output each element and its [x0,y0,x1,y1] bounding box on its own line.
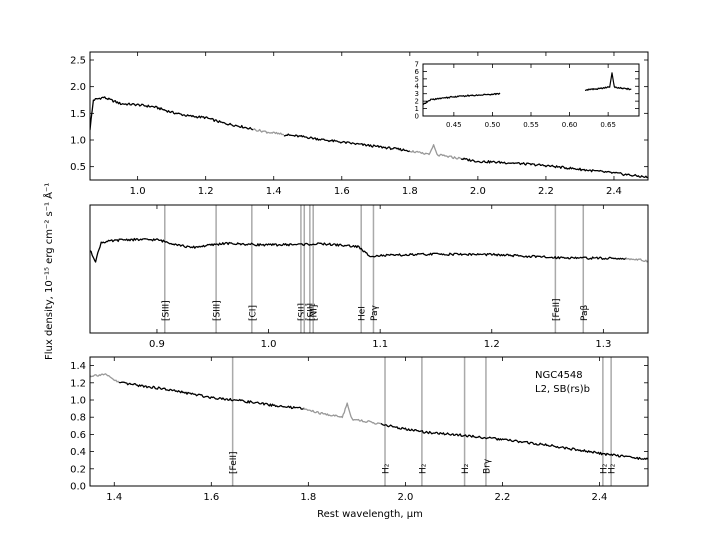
panel-bottom-spectrum [90,373,120,384]
panel-top-ytick-label: 1.0 [70,136,86,147]
panel-middle-xtick-label: 1.0 [261,339,277,350]
panel-bottom-line-label: H₂ [461,463,471,474]
y-axis-label: Flux density, 10⁻¹⁵ erg cm⁻² s⁻¹ Å⁻¹ [42,183,55,360]
panel-bottom-ytick-label: 1.0 [70,396,86,407]
inset-ytick-label: 6 [415,68,420,76]
inset-background [423,64,639,116]
panel-middle-xtick-label: 0.9 [149,339,165,350]
panel-middle-line-label: [NI] [310,305,320,321]
inset-ytick-label: 3 [415,90,419,98]
panel-bottom-line-label: H₂ [418,463,428,474]
panel-top-spectrum [409,144,462,160]
galaxy-class: L2, SB(rs)b [535,384,590,395]
panel-bottom-line-label: H₂ [599,463,609,474]
panel-middle-frame [89,204,649,334]
panel-bottom-frame [89,356,649,487]
panel-top-xtick-label: 2.0 [470,186,486,197]
panel-bottom-ytick-label: 0.8 [70,413,86,424]
panel-bottom-line-label: Brγ [482,458,492,474]
inset-spectrum [584,72,632,91]
panel-middle-line-label: [SIII] [213,300,223,321]
panel-top-spectrum [90,96,254,131]
panel-bottom-xtick-label: 2.2 [494,492,510,503]
inset-ytick-label: 0 [415,112,419,120]
panel-top-ytick-label: 2.5 [70,56,86,67]
inset-xtick-label: 0.55 [523,121,539,129]
panel-bottom-line-label: [FeII] [229,451,239,474]
panel-bottom-line-label: H₂ [382,463,392,474]
panel-middle-line-label: [SII] [306,303,316,321]
inset-xtick-label: 0.60 [562,121,578,129]
panel-bottom-ytick-label: 0.6 [70,430,86,441]
x-axis-label: Rest wavelength, μm [317,509,423,520]
inset-ytick-label: 1 [415,105,419,113]
panel-top-ytick-label: 1.5 [70,109,86,120]
panel-middle-line-label: [SIII] [161,300,171,321]
inset-ytick-label: 7 [415,60,419,68]
panel-top-ytick-label: 2.0 [70,82,86,93]
inset-ytick-label: 5 [415,75,419,83]
panel-top-frame [89,51,649,181]
panel-bottom-ytick-label: 1.2 [70,378,86,389]
panel-middle-xtick-label: 1.3 [595,339,611,350]
panel-bottom-xtick-label: 1.8 [300,492,316,503]
panel-top-ytick-label: 0.5 [70,162,86,173]
panel-bottom-ytick-label: 0.0 [70,482,86,493]
panel-bottom-spectrum [118,381,304,410]
panel-middle-line-label: [CI] [248,305,258,321]
panel-bottom-ytick-label: 1.4 [70,361,86,372]
panel-middle-spectrum [90,237,627,263]
panel-middle-spectrum [625,257,648,263]
panel-top-spectrum [252,128,285,136]
panel-top-xtick-label: 1.8 [402,186,418,197]
panel-top-xtick-label: 1.4 [266,186,282,197]
panel-middle-line-label: Paβ [580,304,590,321]
panel-top-spectrum [460,157,648,179]
panel-top-xtick-label: 1.6 [334,186,350,197]
inset-xtick-label: 0.50 [485,121,501,129]
panel-top-xtick-label: 2.4 [606,186,622,197]
panel-middle-xtick-label: 1.1 [372,339,388,350]
galaxy-name: NGC4548 [535,370,583,381]
inset-xtick-label: 0.45 [446,121,462,129]
panel-top-xtick-label: 1.0 [130,186,146,197]
panel-bottom-xtick-label: 2.0 [397,492,413,503]
panel-bottom-spectrum [380,422,648,460]
inset-spectrum [423,92,501,106]
inset-xtick-label: 0.65 [600,121,616,129]
panel-bottom-line-label: H₂ [608,463,618,474]
panel-bottom-xtick-label: 1.4 [106,492,122,503]
panel-top-spectrum [283,133,411,153]
panel-top-xtick-label: 2.2 [538,186,554,197]
inset-ytick-label: 2 [415,98,419,106]
panel-top-xtick-label: 1.2 [198,186,214,197]
panel-bottom-ytick-label: 0.4 [70,447,86,458]
panel-middle-line-label: Paγ [370,304,380,321]
panel-bottom-ytick-label: 0.2 [70,464,86,475]
axes-frames: 1.0 1.2 1.4 1.6 1.8 2.0 2.2 2.4 0.5 1.0 1.5 2.0 2.5 0… [70,51,649,503]
panel-middle-line-label: [FeII] [552,298,562,321]
inset-ytick-label: 4 [415,83,420,91]
panel-bottom-xtick-label: 1.6 [203,492,219,503]
panel-bottom-xtick-label: 2.4 [592,492,608,503]
panel-middle-xtick-label: 1.2 [484,339,500,350]
panel-middle-line-label: [SII] [297,303,307,321]
panel-middle-line-label: HeI [358,306,368,321]
data-layer: [SIII] [SIII] [CI] [SII][SII][NI] HeI Paγ [FeI… [90,64,648,486]
panel-bottom-spectrum [302,402,382,425]
